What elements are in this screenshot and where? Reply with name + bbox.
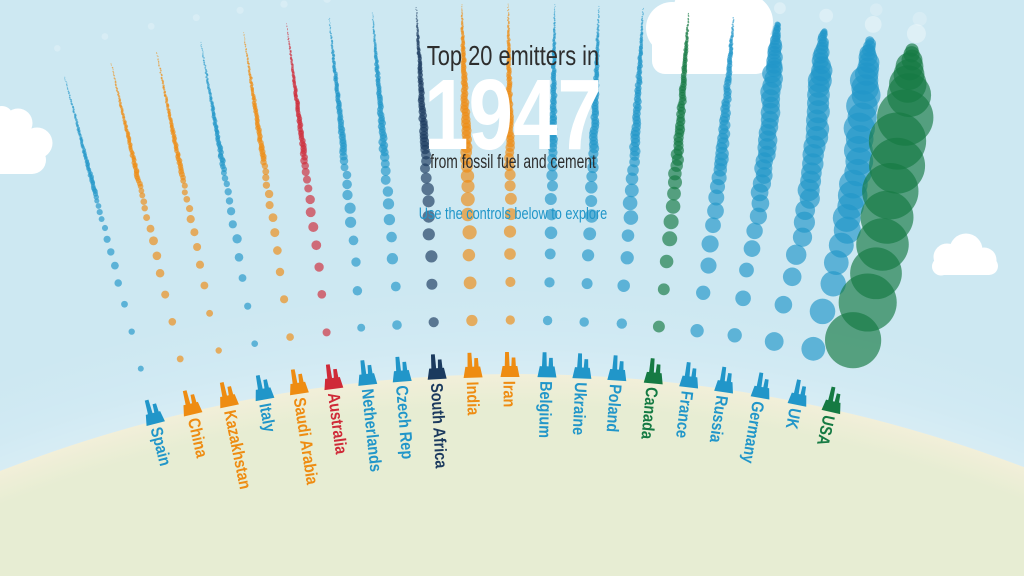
svg-text:India: India bbox=[462, 381, 481, 415]
svg-text:Canada: Canada bbox=[637, 386, 660, 440]
svg-text:Poland: Poland bbox=[602, 384, 624, 433]
svg-text:France: France bbox=[672, 390, 696, 439]
svg-text:UK: UK bbox=[781, 406, 803, 431]
svg-text:Belgium: Belgium bbox=[535, 381, 555, 438]
svg-text:South Africa: South Africa bbox=[427, 383, 450, 469]
svg-text:Ukraine: Ukraine bbox=[568, 382, 589, 436]
svg-text:Italy: Italy bbox=[255, 402, 278, 434]
svg-text:Iran: Iran bbox=[499, 381, 517, 408]
